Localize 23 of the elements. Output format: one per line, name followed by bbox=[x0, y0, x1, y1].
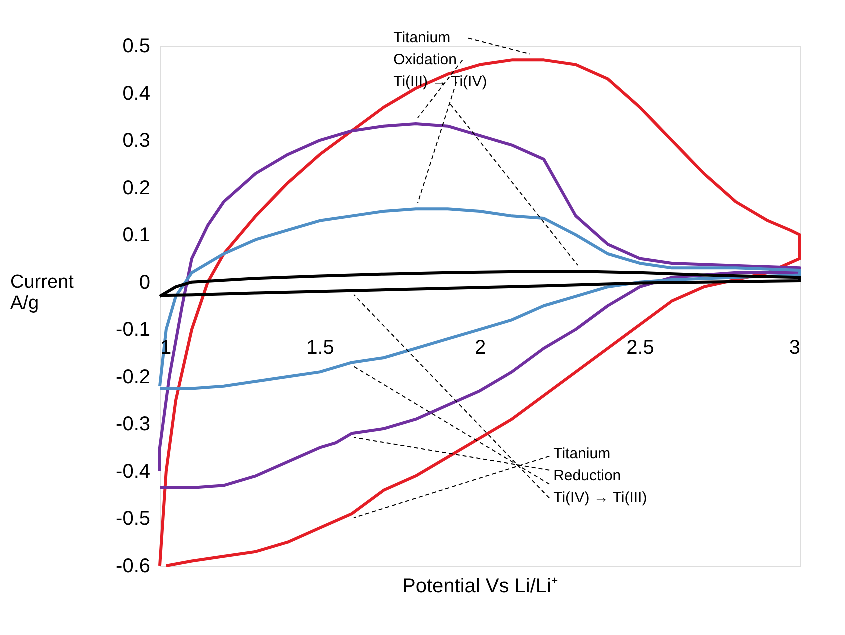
y-tick-label: 0.5 bbox=[122, 36, 150, 58]
y-tick-label: -0.5 bbox=[116, 508, 150, 530]
y-tick-label: 0.4 bbox=[122, 82, 150, 105]
y-tick-label: 0.3 bbox=[122, 130, 150, 152]
y-tick-label: -0.3 bbox=[116, 414, 150, 436]
x-tick-label: 2 bbox=[474, 337, 486, 360]
y-tick-label: 0.1 bbox=[122, 224, 150, 247]
x-tick-label: 1.5 bbox=[306, 337, 334, 360]
y-axis-title: Current A/g bbox=[10, 272, 75, 314]
x-tick-label: 2.5 bbox=[626, 337, 654, 360]
annotation: Titanium Reduction Ti(IV) → Ti(III) bbox=[554, 445, 648, 506]
line-series bbox=[158, 122, 802, 490]
y-tick-label: -0.2 bbox=[116, 366, 150, 388]
line-series bbox=[158, 208, 802, 390]
x-tick-label: 3 bbox=[789, 337, 800, 360]
y-tick-label: -0.1 bbox=[116, 319, 150, 342]
x-axis-title: Potential Vs Li/Li⁺ bbox=[402, 576, 558, 598]
y-tick-label: 0 bbox=[139, 272, 150, 294]
y-tick-label: -0.4 bbox=[116, 460, 150, 483]
annotation: Titanium Oxidation Ti(III) → Ti(IV) bbox=[394, 29, 488, 90]
y-tick-label: -0.6 bbox=[116, 556, 150, 578]
y-tick-label: 0.2 bbox=[122, 177, 150, 200]
line-series bbox=[158, 270, 802, 298]
